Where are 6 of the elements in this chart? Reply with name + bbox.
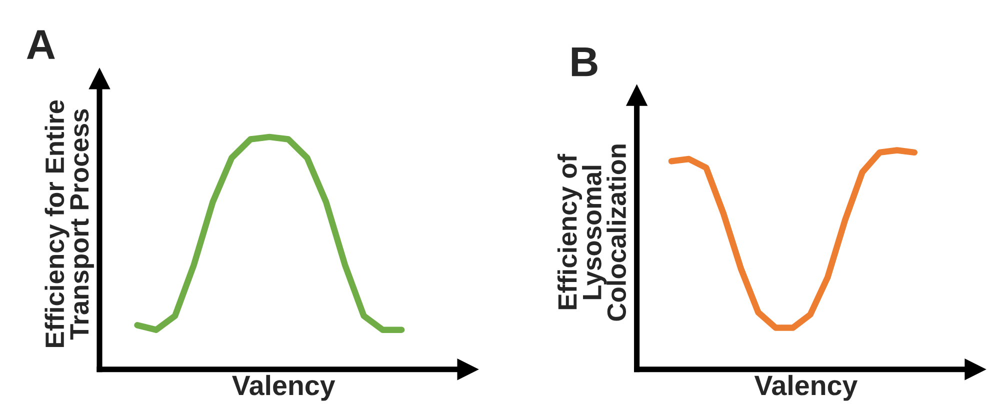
y-axis-title: Efficiency for Entire Transport Process (44, 100, 94, 347)
x-axis-title: Valency (232, 374, 336, 401)
y-axis-title: Efficiency of Lysosomal Colocalization (557, 144, 626, 321)
x-axis-title: Valency (754, 374, 858, 401)
chart-title: A (26, 30, 55, 59)
chart-title: B (572, 47, 598, 76)
